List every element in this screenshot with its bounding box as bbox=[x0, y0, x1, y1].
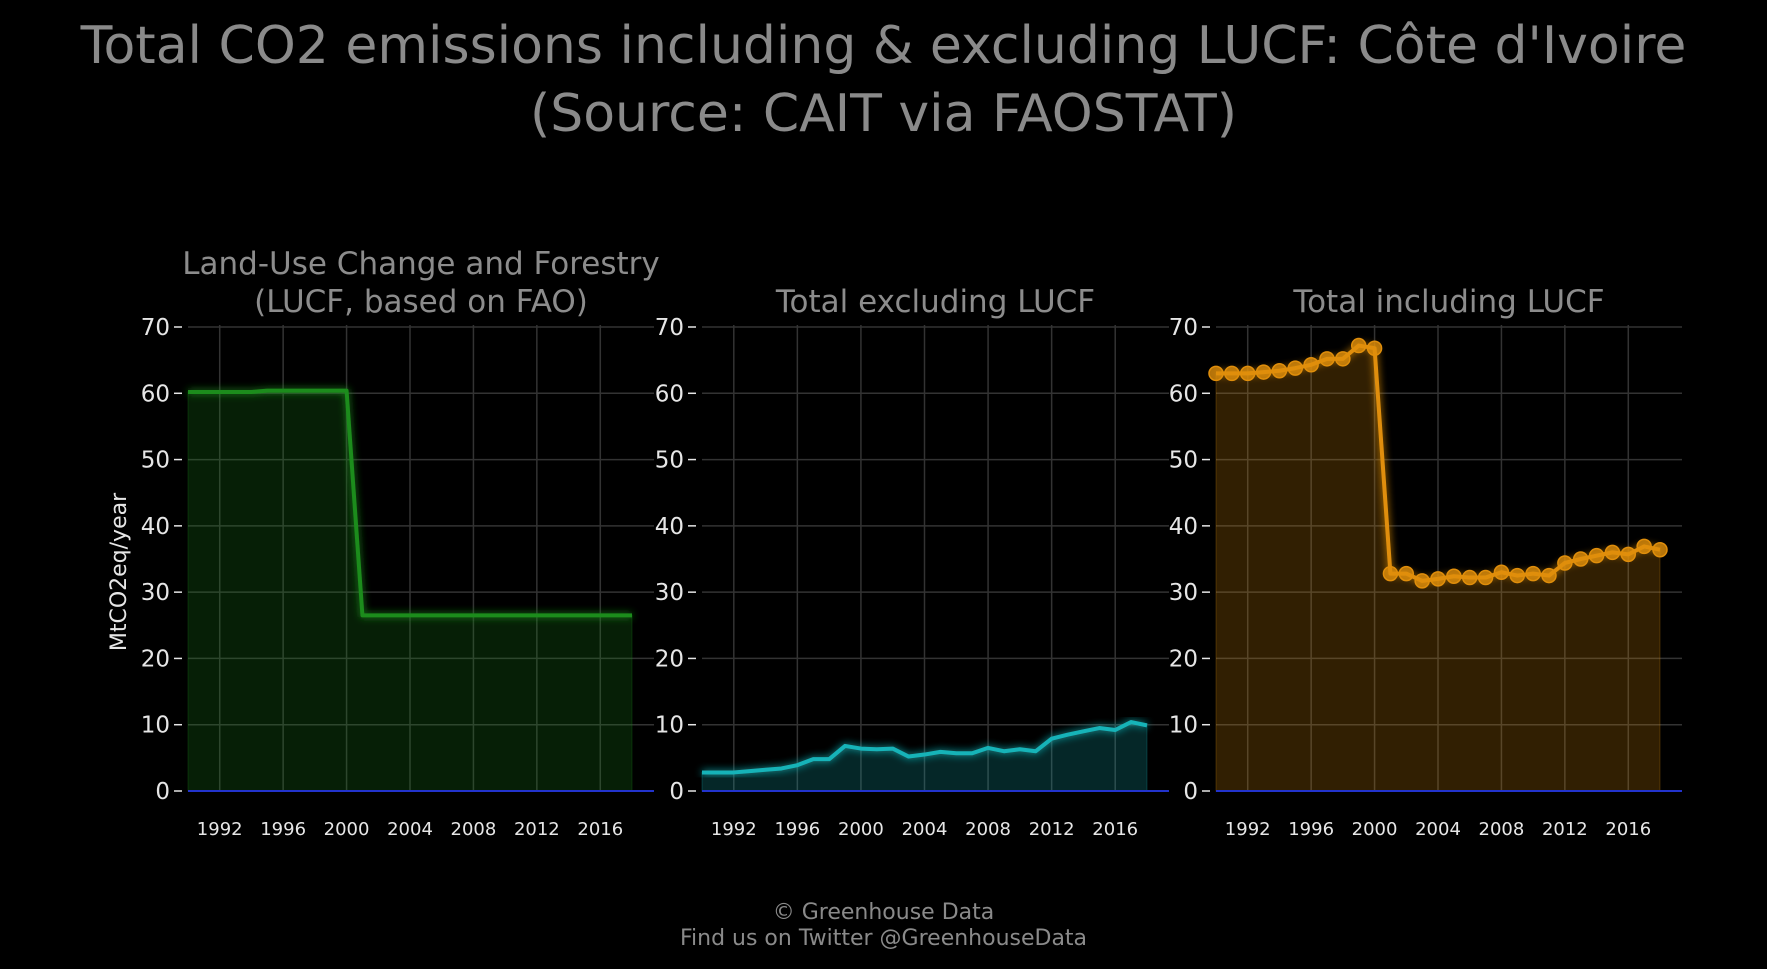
footer-copyright: © Greenhouse Data bbox=[772, 900, 995, 925]
y-tick-label: 70 bbox=[655, 315, 684, 341]
data-point-incl bbox=[1239, 365, 1256, 382]
y-tick-label: 0 bbox=[669, 779, 684, 805]
y-tick-label: 70 bbox=[1169, 315, 1198, 341]
panel-lucf: 0 10 20 30 40 50 60 70 1992 1996 2000 2004 2008 2012 2… bbox=[141, 246, 660, 840]
y-tick-label: 60 bbox=[1169, 381, 1198, 407]
x-tick-label: 1992 bbox=[711, 819, 757, 840]
data-point-incl bbox=[1271, 362, 1288, 379]
x-tick-label: 2012 bbox=[514, 819, 560, 840]
y-axis-label: MtCO2eq/year bbox=[107, 492, 132, 651]
data-point-incl bbox=[1414, 573, 1430, 589]
data-point-incl bbox=[1208, 365, 1224, 382]
data-point-incl bbox=[1287, 360, 1304, 376]
panel-excl: 0 10 20 30 40 50 60 70 1992 1996 2000 2004 2008 2012 2… bbox=[655, 284, 1169, 840]
data-point-incl bbox=[1636, 538, 1652, 555]
y-tick-label: 20 bbox=[141, 646, 170, 672]
x-tick-label: 1996 bbox=[260, 819, 306, 840]
x-tick-label: 2008 bbox=[1479, 819, 1525, 840]
x-tick-label: 2000 bbox=[324, 819, 370, 840]
data-point-incl bbox=[1525, 565, 1541, 582]
data-point-incl bbox=[1572, 551, 1589, 567]
data-point-incl bbox=[1398, 565, 1415, 582]
x-tick-label: 2004 bbox=[902, 819, 948, 840]
data-point-incl bbox=[1604, 544, 1621, 561]
data-point-incl bbox=[1303, 357, 1319, 373]
panel-title-lucf: (LUCF, based on FAO) bbox=[254, 284, 588, 320]
y-tick-label: 30 bbox=[655, 580, 684, 606]
data-point-incl bbox=[1652, 541, 1668, 558]
data-point-incl bbox=[1461, 569, 1478, 586]
y-tick-label: 40 bbox=[141, 514, 170, 540]
footer-twitter: Find us on Twitter @GreenhouseData bbox=[679, 926, 1088, 951]
y-tick-label: 40 bbox=[1169, 514, 1198, 540]
title-line-2: (Source: CAIT via FAOSTAT) bbox=[529, 84, 1238, 144]
y-tick-label: 0 bbox=[155, 779, 170, 805]
series-line-lucf bbox=[188, 388, 632, 618]
y-tick-label: 0 bbox=[1183, 779, 1198, 805]
x-tick-label: 2004 bbox=[387, 819, 433, 840]
y-tick-label: 10 bbox=[655, 713, 684, 739]
x-tick-label: 2016 bbox=[1092, 819, 1138, 840]
x-tick-label: 2008 bbox=[451, 819, 497, 840]
x-tick-label: 2000 bbox=[1352, 819, 1398, 840]
data-point-incl bbox=[1446, 568, 1462, 584]
x-tick-label: 1996 bbox=[1288, 819, 1334, 840]
y-tick-label: 10 bbox=[141, 713, 170, 739]
x-tick-label: 2012 bbox=[1542, 819, 1588, 840]
y-tick-label: 20 bbox=[655, 646, 684, 672]
data-point-incl bbox=[1319, 351, 1335, 367]
data-point-incl bbox=[1620, 546, 1637, 563]
y-tick-label: 10 bbox=[1169, 713, 1198, 739]
x-tick-label: 2012 bbox=[1029, 819, 1075, 840]
data-point-incl bbox=[1335, 351, 1351, 367]
y-tick-label: 50 bbox=[141, 448, 170, 474]
data-point-incl bbox=[1588, 547, 1605, 564]
data-point-incl bbox=[1224, 365, 1240, 382]
panel-title-lucf: Land-Use Change and Forestry bbox=[182, 246, 660, 282]
y-tick-label: 40 bbox=[655, 514, 684, 540]
y-tick-label: 50 bbox=[1169, 448, 1198, 474]
panel-incl: 0 10 20 30 40 50 60 70 1992 1996 2000 2004 2008 2012 2… bbox=[1169, 284, 1682, 840]
x-tick-label: 2004 bbox=[1415, 819, 1461, 840]
data-point-incl bbox=[1557, 555, 1573, 571]
title-line-1: Total CO2 emissions including & excludin… bbox=[80, 16, 1687, 76]
panel-title-excl: Total excluding LUCF bbox=[775, 284, 1095, 320]
x-tick-label: 2000 bbox=[838, 819, 884, 840]
x-tick-label: 1992 bbox=[197, 819, 243, 840]
x-tick-label: 1992 bbox=[1225, 819, 1271, 840]
data-point-incl bbox=[1366, 340, 1383, 356]
footer: © Greenhouse Data Find us on Twitter @Gr… bbox=[0, 900, 1767, 952]
y-tick-label: 60 bbox=[141, 381, 170, 407]
x-tick-label: 1996 bbox=[774, 819, 820, 840]
y-tick-label: 60 bbox=[655, 381, 684, 407]
x-tick-label: 2016 bbox=[1605, 819, 1651, 840]
data-point-incl bbox=[1430, 571, 1446, 587]
data-point-incl bbox=[1350, 337, 1367, 354]
x-tick-label: 2008 bbox=[965, 819, 1011, 840]
y-tick-label: 20 bbox=[1169, 646, 1198, 672]
x-tick-label: 2016 bbox=[577, 819, 623, 840]
chart-title: Total CO2 emissions including & excludin… bbox=[0, 12, 1767, 148]
series-line-excl bbox=[702, 720, 1148, 775]
data-point-incl bbox=[1255, 364, 1272, 380]
y-tick-label: 50 bbox=[655, 448, 684, 474]
data-point-incl bbox=[1493, 564, 1510, 581]
y-tick-label: 30 bbox=[1169, 580, 1198, 606]
y-tick-label: 30 bbox=[141, 580, 170, 606]
data-point-incl bbox=[1509, 567, 1526, 584]
y-tick-label: 70 bbox=[141, 315, 170, 341]
data-point-incl bbox=[1541, 567, 1557, 584]
data-point-incl bbox=[1382, 565, 1399, 582]
data-point-incl bbox=[1477, 569, 1494, 586]
panel-title-incl: Total including LUCF bbox=[1292, 284, 1604, 320]
